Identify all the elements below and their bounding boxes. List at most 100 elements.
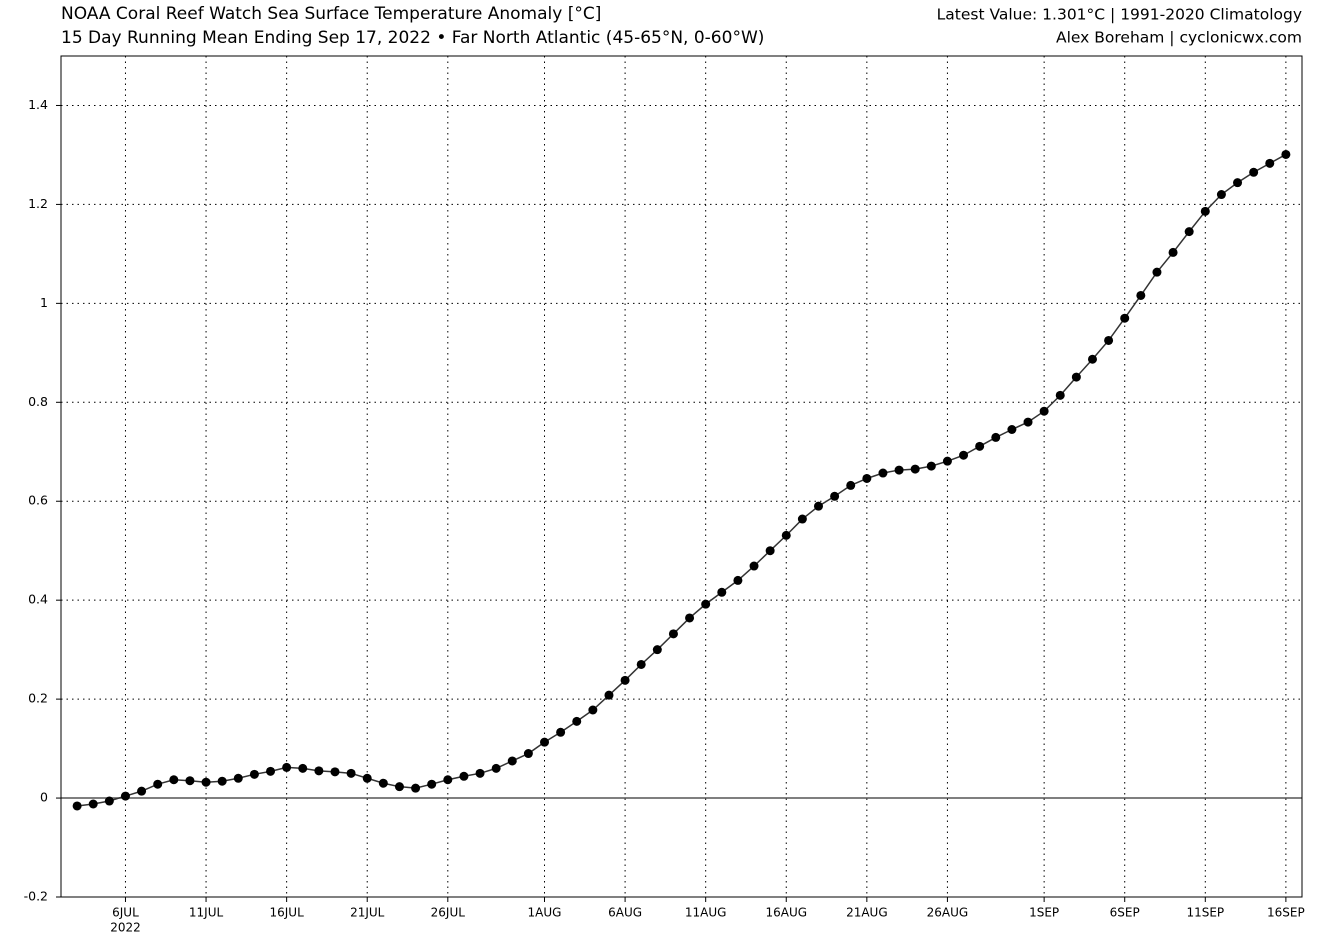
data-point	[1200, 206, 1210, 216]
x-tick-label: 6AUG	[608, 906, 642, 920]
data-point	[120, 791, 130, 801]
x-tick-label: 16SEP	[1267, 906, 1305, 920]
data-point	[846, 480, 856, 490]
data-point	[475, 768, 485, 778]
data-point	[959, 450, 969, 460]
data-point	[1281, 149, 1291, 159]
data-point	[1104, 335, 1114, 345]
data-point	[298, 763, 308, 773]
data-point	[620, 675, 630, 685]
data-point	[1023, 417, 1033, 427]
data-point	[604, 690, 614, 700]
info-line: Alex Boreham | cyclonicwx.com	[1056, 29, 1302, 47]
x-tick-label: 16JUL	[269, 906, 304, 920]
data-point	[88, 799, 98, 809]
data-point	[1216, 190, 1226, 200]
data-point	[217, 776, 227, 786]
data-point	[926, 461, 936, 471]
data-point	[1152, 267, 1162, 277]
data-point	[588, 705, 598, 715]
marks	[72, 149, 1291, 811]
y-tick-label: -0.2	[24, 889, 48, 904]
data-point	[765, 546, 775, 556]
data-point	[1136, 290, 1146, 300]
x-tick-label: 6JUL	[112, 906, 139, 920]
x-tick-label: 6SEP	[1110, 906, 1140, 920]
chart-subtitle: 15 Day Running Mean Ending Sep 17, 2022 …	[61, 28, 764, 48]
data-point	[894, 465, 904, 475]
x-tick-label: 1SEP	[1029, 906, 1059, 920]
data-point	[991, 432, 1001, 442]
data-point	[507, 756, 517, 766]
plot-frame	[60, 55, 1303, 898]
x-year-label: 2022	[110, 921, 141, 935]
data-point	[733, 575, 743, 585]
x-tick-label: 21JUL	[350, 906, 385, 920]
info-line: Latest Value: 1.301°C | 1991-2020 Climat…	[937, 6, 1302, 24]
data-point	[169, 775, 179, 785]
data-point	[540, 737, 550, 747]
chart-title: NOAA Coral Reef Watch Sea Surface Temper…	[61, 4, 601, 24]
x-tick-label: 16AUG	[765, 906, 807, 920]
data-point	[249, 769, 259, 779]
data-point	[1007, 425, 1017, 435]
x-tick-label: 26JUL	[431, 906, 466, 920]
data-point	[185, 776, 195, 786]
data-point	[1087, 354, 1097, 364]
y-tick-label: 1.4	[28, 97, 48, 112]
y-tick-label: 1.2	[28, 196, 48, 211]
y-tick-label: 0.6	[28, 493, 48, 508]
data-point	[668, 629, 678, 639]
data-point	[1249, 167, 1259, 177]
data-point	[459, 771, 469, 781]
data-point	[72, 801, 82, 811]
data-point	[104, 796, 114, 806]
data-point	[233, 773, 243, 783]
data-point	[749, 561, 759, 571]
x-tick-label: 21AUG	[846, 906, 888, 920]
data-point	[556, 727, 566, 737]
y-tick-label: 1	[40, 295, 48, 310]
y-tick-label: 0.2	[28, 691, 48, 706]
data-point	[1120, 313, 1130, 323]
x-tick-label: 26AUG	[927, 906, 969, 920]
data-point	[282, 762, 292, 772]
data-point	[330, 767, 340, 777]
data-point	[314, 766, 324, 776]
data-point	[636, 659, 646, 669]
y-tick-label: 0.8	[28, 394, 48, 409]
data-point	[523, 749, 533, 759]
data-point	[572, 716, 582, 726]
data-point	[266, 766, 276, 776]
data-point	[975, 441, 985, 451]
data-point	[1168, 247, 1178, 257]
data-point	[1265, 158, 1275, 168]
data-point	[1039, 406, 1049, 416]
data-point	[346, 768, 356, 778]
data-point	[1233, 178, 1243, 188]
y-tick-label: 0.4	[28, 592, 48, 607]
data-point	[717, 587, 727, 597]
series-line	[77, 153, 1287, 807]
data-point	[830, 491, 840, 501]
data-point	[443, 775, 453, 785]
x-tick-label: 1AUG	[528, 906, 562, 920]
grid	[56, 56, 1302, 902]
data-point	[862, 473, 872, 483]
y-tick-label: 0	[40, 790, 48, 805]
data-point	[1184, 227, 1194, 237]
data-point	[201, 777, 211, 787]
data-point	[813, 501, 823, 511]
data-point	[394, 782, 404, 792]
data-point	[878, 468, 888, 478]
data-point	[1055, 390, 1065, 400]
data-point	[137, 786, 147, 796]
data-point	[910, 464, 920, 474]
data-point	[411, 783, 421, 793]
data-point	[781, 530, 791, 540]
data-point	[685, 613, 695, 623]
data-point	[942, 456, 952, 466]
data-point	[701, 599, 711, 609]
